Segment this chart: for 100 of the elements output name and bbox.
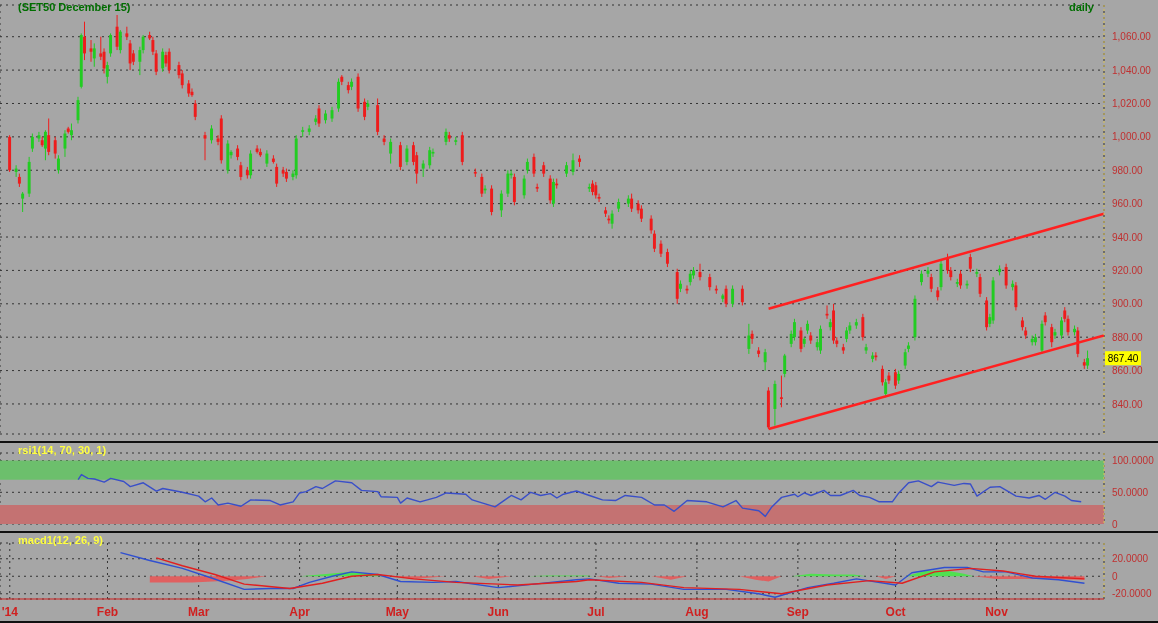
y-tick-label: -20.0000 [1112,588,1152,600]
y-tick-label: 940.00 [1112,231,1144,243]
candlestick [161,47,165,73]
candlestick [102,47,106,74]
y-tick-label: 980.00 [1112,164,1144,176]
x-tick-label: Aug [685,604,709,619]
chart-title: (SET50 December 15) [18,1,131,13]
candlestick [652,229,656,253]
candlestick [56,154,60,175]
candlestick [115,14,119,51]
candlestick [779,375,783,408]
candlestick [30,133,34,153]
y-tick-label: 1,060.00 [1112,31,1152,43]
chart-title: macd1(12, 26, 9) [18,534,103,546]
candlestick [506,169,510,198]
candlestick [428,146,432,170]
x-tick-label: '14 [1,604,19,619]
candlestick [1086,350,1090,370]
candlestick [880,365,884,387]
candlestick [210,124,213,145]
candlestick [490,184,494,216]
y-tick-label: 1,040.00 [1112,64,1152,76]
x-tick-label: Mar [187,604,210,619]
x-tick-label: Jul [587,604,605,619]
y-tick-label: 880.00 [1112,331,1144,343]
y-tick-label: 840.00 [1112,398,1144,410]
candlestick [665,248,669,268]
candlestick [499,189,503,218]
candlestick [1004,263,1008,290]
candlestick [783,353,787,378]
candlestick [389,138,393,165]
x-tick-label: Feb [96,604,119,619]
y-tick-label: 960.00 [1112,198,1144,210]
annotation: 867.40 [1107,353,1139,365]
candlestick [861,313,865,342]
candlestick [819,325,822,355]
candlestick [14,164,18,178]
candlestick [382,134,386,146]
y-tick-label: 20.0000 [1112,553,1149,565]
x-tick-label: Nov [985,604,1009,619]
candlestick [53,136,57,160]
candlestick [763,348,767,372]
candlestick [630,193,634,213]
y-tick-label: 920.00 [1112,264,1144,276]
candlestick [164,51,168,68]
candlestick [649,214,653,235]
y-tick-label: 0 [1112,518,1118,530]
candlestick [92,42,96,68]
candlestick [239,161,243,181]
candlestick [532,153,536,178]
y-tick-label: 50.0000 [1112,486,1149,498]
candlestick [249,149,253,180]
x-tick-label: Sep [786,604,809,619]
annotation: daily [1068,1,1094,13]
x-tick-label: Apr [289,604,311,619]
candlestick [398,141,402,171]
candlestick [118,29,122,54]
candlestick [255,144,259,155]
y-tick-label: 100.0000 [1112,455,1155,467]
candlestick [740,284,744,306]
line-series [119,551,1086,598]
candlestick [405,144,409,166]
chart-title: rsi1(14, 70, 30, 1) [18,444,107,456]
candlestick [83,21,86,61]
candlestick [731,284,735,308]
y-tick-label: 1,000.00 [1112,131,1152,143]
candlestick [864,343,868,355]
x-tick-label: Oct [885,604,906,619]
candlestick [193,99,197,121]
candlestick [968,253,972,273]
line-series [155,557,1086,595]
candlestick [1060,316,1063,340]
candlestick [548,174,552,205]
candlestick [959,269,963,290]
candlestick [109,32,113,58]
candlestick [903,348,907,370]
candlestick [978,273,982,298]
candlestick [167,47,171,74]
candlestick [929,273,933,293]
y-tick-label: 0 [1112,570,1118,582]
candlestick [893,368,897,390]
candlestick [747,323,751,355]
candlestick [105,61,109,84]
x-tick-label: May [385,604,410,619]
x-tick-label: Jun [487,604,509,619]
candlestick [522,174,526,200]
y-tick-label: 860.00 [1112,365,1144,377]
candlestick [610,209,614,230]
candlestick [21,191,25,213]
candlestick [275,163,279,188]
y-tick-label: 1,020.00 [1112,98,1152,110]
candlestick [37,131,41,143]
candlestick [47,118,51,156]
candlestick [887,371,891,385]
y-tick-label: 900.00 [1112,298,1144,310]
candlestick [750,330,754,345]
candlestick [1050,323,1054,348]
line-series [77,473,1082,518]
candlestick [480,173,484,198]
candlestick [552,178,555,208]
